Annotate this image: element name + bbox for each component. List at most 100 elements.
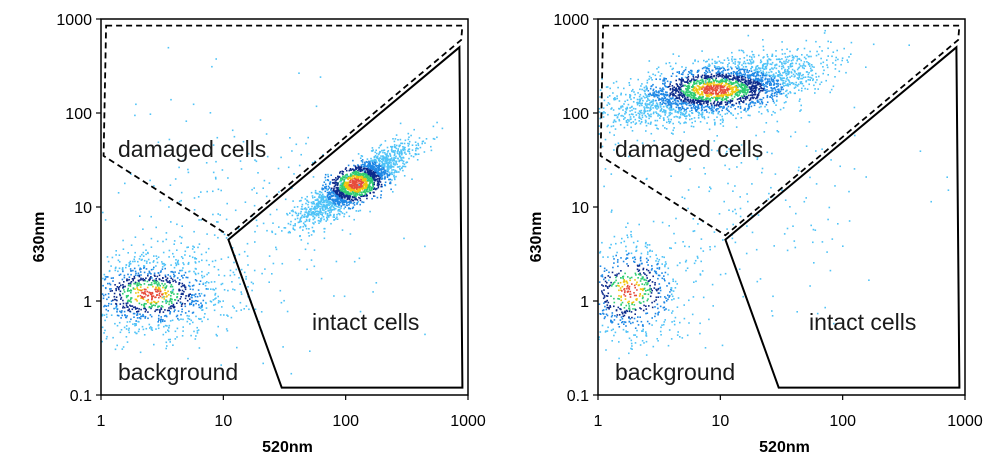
data-point xyxy=(394,153,396,155)
data-point xyxy=(693,102,696,104)
data-point xyxy=(782,66,785,69)
data-point xyxy=(717,85,720,87)
data-point xyxy=(111,290,113,292)
data-point xyxy=(173,273,175,276)
data-point xyxy=(681,112,683,114)
data-point xyxy=(368,188,371,191)
data-point xyxy=(355,188,358,190)
data-point xyxy=(706,71,709,74)
data-point xyxy=(368,177,370,179)
data-point xyxy=(785,101,787,103)
data-point xyxy=(629,110,631,112)
data-point xyxy=(175,259,177,261)
data-point xyxy=(181,282,184,285)
data-point xyxy=(150,268,153,271)
data-point xyxy=(350,174,352,176)
data-point xyxy=(154,280,156,283)
data-point xyxy=(318,216,320,219)
data-point xyxy=(314,189,317,192)
data-point xyxy=(663,80,666,82)
data-point xyxy=(772,74,774,76)
data-point xyxy=(328,195,331,198)
data-point xyxy=(676,83,678,86)
data-point xyxy=(147,317,149,320)
data-point xyxy=(333,213,335,216)
data-point xyxy=(374,171,377,174)
data-point xyxy=(184,254,186,256)
data-point xyxy=(658,99,660,101)
data-point xyxy=(225,218,228,221)
data-point xyxy=(152,279,154,282)
data-point xyxy=(162,251,165,254)
data-point xyxy=(381,161,383,163)
data-point xyxy=(326,196,329,198)
data-point xyxy=(724,84,727,87)
data-point xyxy=(134,331,136,334)
data-point xyxy=(336,178,339,181)
data-point xyxy=(712,89,715,91)
data-point xyxy=(725,82,727,84)
data-point xyxy=(353,195,355,197)
data-point xyxy=(368,175,371,177)
data-point xyxy=(165,232,168,234)
data-point xyxy=(322,195,325,197)
data-point xyxy=(782,88,784,91)
data-point xyxy=(357,176,359,179)
data-point xyxy=(359,203,361,206)
data-point xyxy=(368,186,370,189)
data-point xyxy=(107,310,109,312)
data-point xyxy=(372,159,375,162)
data-point xyxy=(692,125,695,128)
data-point xyxy=(681,95,683,97)
data-point xyxy=(268,281,270,283)
data-point xyxy=(365,167,367,170)
data-point xyxy=(745,83,748,85)
data-point xyxy=(363,165,366,168)
data-point xyxy=(366,185,368,188)
data-point xyxy=(325,185,328,188)
data-point xyxy=(148,283,150,286)
data-point xyxy=(289,223,292,226)
data-point xyxy=(313,207,316,209)
data-point xyxy=(182,284,184,287)
data-point xyxy=(638,102,641,105)
data-point xyxy=(756,73,758,75)
data-point xyxy=(639,111,642,114)
data-point xyxy=(183,290,185,293)
data-point xyxy=(221,169,224,171)
data-point xyxy=(689,110,691,112)
data-point xyxy=(141,296,143,298)
data-point xyxy=(744,73,746,75)
data-point xyxy=(314,191,317,194)
data-point xyxy=(353,186,356,188)
data-point xyxy=(689,95,691,98)
data-point xyxy=(175,315,178,318)
data-point xyxy=(656,68,658,70)
data-point xyxy=(598,107,601,110)
data-point xyxy=(299,235,301,238)
data-point xyxy=(362,163,364,166)
data-point xyxy=(665,98,668,101)
data-point xyxy=(679,86,681,89)
data-point xyxy=(762,88,765,91)
data-point xyxy=(400,149,402,151)
data-point xyxy=(335,177,337,179)
data-point xyxy=(713,105,716,107)
data-point xyxy=(421,140,424,143)
data-point xyxy=(788,59,790,62)
data-point xyxy=(732,86,734,89)
data-point xyxy=(104,275,107,278)
data-point xyxy=(393,156,395,159)
data-point xyxy=(393,140,396,143)
data-point xyxy=(693,100,696,103)
data-point xyxy=(176,314,179,317)
data-point xyxy=(271,273,273,275)
data-point xyxy=(108,302,110,305)
data-point xyxy=(123,274,126,277)
data-point xyxy=(719,105,721,108)
data-point xyxy=(354,180,357,182)
data-point xyxy=(738,101,740,103)
data-point xyxy=(335,183,337,186)
data-point xyxy=(164,292,166,294)
data-point xyxy=(403,142,406,145)
